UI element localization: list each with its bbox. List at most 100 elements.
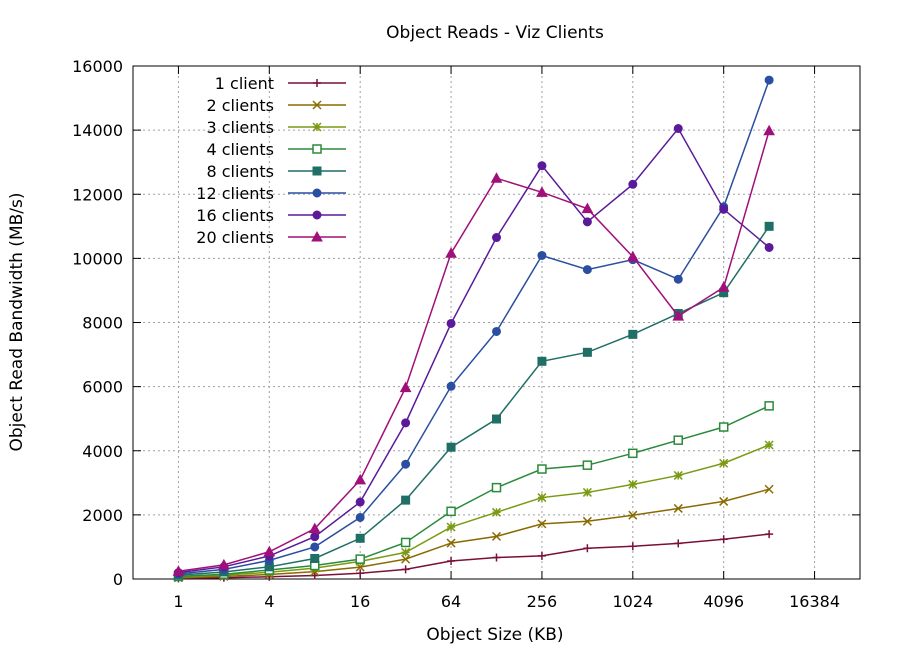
data-point: [537, 519, 547, 529]
data-point: [401, 495, 411, 505]
data-point: [492, 233, 501, 243]
data-point: [626, 250, 639, 262]
data-point: [400, 537, 411, 548]
data-point: [717, 281, 730, 292]
data-point: [764, 484, 774, 494]
data-point: [310, 532, 320, 542]
data-point: [628, 179, 638, 189]
data-point: [446, 522, 456, 532]
series-4: [173, 401, 774, 582]
x-tick-label: 16: [350, 592, 370, 611]
data-point: [355, 554, 365, 564]
x-tick-label: 16384: [789, 592, 840, 611]
data-point: [446, 442, 456, 452]
data-point: [310, 542, 320, 552]
data-point: [673, 470, 683, 480]
grid: [133, 66, 860, 579]
series-line: [178, 130, 770, 573]
data-point: [537, 356, 547, 366]
y-tick-label: 10000: [72, 249, 123, 268]
data-point: [628, 479, 638, 489]
legend-entry: 12 clients: [196, 184, 346, 203]
y-tick-label: 6000: [82, 378, 123, 397]
data-point: [312, 188, 322, 198]
legend-label: 20 clients: [196, 228, 274, 247]
data-point: [628, 542, 637, 551]
data-point: [401, 565, 410, 574]
x-tick-label: 64: [441, 592, 461, 611]
legend-label: 12 clients: [196, 184, 274, 203]
data-point: [765, 530, 774, 539]
x-axis-label: Object Size (KB): [426, 625, 563, 645]
data-point: [537, 250, 547, 260]
data-point: [491, 482, 502, 493]
data-point: [537, 464, 547, 474]
legend-label: 1 client: [215, 74, 274, 93]
data-point: [537, 551, 546, 560]
y-tick-label: 16000: [72, 57, 123, 76]
data-point: [446, 506, 456, 517]
data-point: [312, 166, 322, 176]
data-point: [310, 553, 320, 563]
data-point: [719, 535, 728, 544]
series-5: [173, 221, 774, 580]
data-point: [446, 318, 456, 328]
data-point: [312, 122, 322, 132]
series-8: [172, 124, 775, 576]
data-point: [673, 124, 683, 134]
y-tick-label: 2000: [82, 506, 123, 525]
legend-entry: 4 clients: [206, 140, 346, 159]
data-point: [445, 247, 457, 258]
series-line: [178, 405, 770, 578]
legend-entry: 8 clients: [206, 162, 346, 181]
data-point: [582, 460, 593, 470]
data-point: [401, 459, 411, 469]
data-point: [401, 418, 411, 428]
legend-label: 8 clients: [206, 162, 274, 181]
x-tick-label: 4: [264, 592, 274, 611]
data-point: [446, 381, 456, 391]
series-line: [178, 444, 770, 578]
data-point: [492, 326, 501, 336]
data-point: [356, 569, 365, 578]
data-point: [401, 547, 411, 557]
data-point: [672, 310, 685, 321]
data-point: [172, 565, 185, 576]
series-line: [178, 225, 770, 576]
data-point: [218, 558, 230, 570]
data-point: [492, 414, 501, 424]
data-point: [628, 329, 638, 339]
y-tick-label: 14000: [72, 121, 123, 140]
y-axis-label: Object Read Bandwidth (MB/s): [7, 193, 27, 452]
series-line: [178, 79, 770, 575]
x-tick-label: 256: [527, 592, 558, 611]
series: [172, 75, 775, 583]
data-point: [313, 79, 321, 87]
data-point: [311, 230, 323, 242]
data-point: [537, 493, 547, 503]
data-point: [673, 274, 683, 284]
legend-entry: 20 clients: [196, 228, 346, 247]
data-point: [537, 161, 547, 171]
data-point: [764, 401, 774, 411]
data-point: [764, 221, 774, 231]
y-tick-label: 8000: [82, 314, 123, 333]
series-line: [178, 488, 770, 579]
data-point: [536, 186, 548, 197]
legend-label: 3 clients: [206, 118, 274, 137]
y-tick-label: 12000: [72, 185, 123, 204]
data-point: [447, 557, 456, 566]
legend-entry: 2 clients: [206, 96, 346, 115]
data-point: [310, 571, 319, 580]
data-point: [673, 503, 683, 513]
data-point: [763, 124, 775, 136]
legend: 1 client 2 clients 3 clients 4 clients 8 cli…: [196, 74, 346, 247]
data-point: [312, 144, 322, 154]
data-point: [355, 512, 365, 522]
data-point: [628, 510, 638, 520]
data-point: [492, 553, 501, 562]
data-point: [401, 554, 411, 564]
data-point: [582, 217, 592, 227]
data-point: [674, 539, 683, 548]
legend-label: 4 clients: [206, 140, 274, 159]
